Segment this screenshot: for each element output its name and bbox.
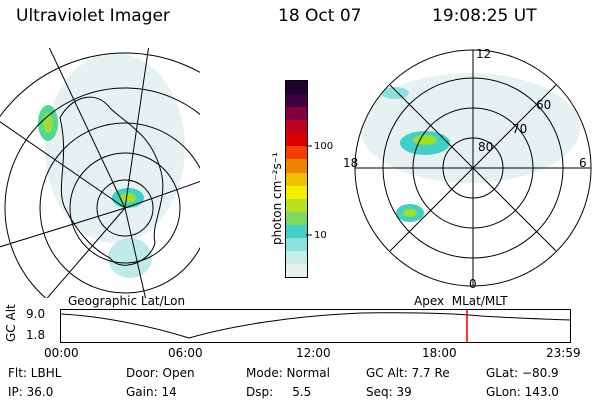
- colorbar-swatch: [286, 198, 307, 212]
- emission-haze-oval: [360, 73, 580, 183]
- gain-info: Gain: 14: [126, 385, 177, 399]
- orbit-ytick-high: 9.0: [26, 307, 46, 321]
- emission-core-night: [403, 209, 417, 217]
- orbit-xtick-0: 00:00: [44, 346, 79, 360]
- orbit-xtick-3: 18:00: [422, 346, 457, 360]
- orbit-ylabel: GC Alt: [4, 304, 18, 342]
- orbit-plot: [60, 309, 571, 343]
- gc-alt-info: GC Alt: 7.7 Re: [366, 366, 450, 380]
- coastline: [59, 96, 164, 266]
- orbit-altitude-curve: [61, 312, 570, 339]
- colorbar-swatch: [286, 146, 307, 160]
- colorbar-swatch: [286, 263, 307, 277]
- seq-info: Seq: 39: [366, 385, 412, 399]
- orbit-ytick-low: 1.8: [26, 328, 46, 342]
- left-panel-caption: Geographic Lat/Lon: [68, 294, 186, 308]
- door-info: Door: Open: [126, 366, 195, 380]
- longitude-lines: [0, 48, 200, 298]
- orbit-xtick-4: 23:59: [546, 346, 581, 360]
- latitude-circles: [0, 52, 200, 298]
- mlat-label-80: 80: [478, 140, 494, 154]
- mlt-lines: [355, 50, 591, 286]
- glat-info: GLat: −80.9: [486, 366, 559, 380]
- date-label: 18 Oct 07: [278, 6, 362, 26]
- colorbar-swatch: [286, 159, 307, 173]
- colorbar-swatch: [286, 237, 307, 251]
- emission-core-dusk: [413, 135, 437, 145]
- colorbar-swatch: [286, 107, 307, 121]
- colorbar-swatch: [286, 211, 307, 225]
- glon-info: GLon: 143.0: [486, 385, 559, 399]
- mlt-label-12: 12: [476, 47, 492, 61]
- instrument-title: Ultraviolet Imager: [16, 6, 170, 26]
- mode-info: Mode: Normal: [246, 366, 330, 380]
- emission-core-pole: [120, 193, 136, 203]
- emission-patch-noon: [381, 87, 409, 99]
- emission-haze: [45, 53, 185, 243]
- mlt-label-6: 6: [579, 156, 587, 170]
- colorbar-swatch: [286, 185, 307, 199]
- colorbar-swatch: [286, 81, 307, 95]
- colorbar-swatch: [286, 250, 307, 264]
- mlt-label-0: 0: [469, 277, 477, 291]
- ip-info: IP: 36.0: [8, 385, 54, 399]
- mlat-label-70: 70: [512, 122, 528, 136]
- mlt-label-18: 18: [343, 156, 359, 170]
- colorbar-tick-100: 100: [314, 141, 334, 152]
- colorbar-tick-10: 10: [314, 230, 327, 241]
- orbit-xtick-1: 06:00: [168, 346, 203, 360]
- colorbar-swatch: [286, 94, 307, 108]
- colorbar-swatch: [286, 224, 307, 238]
- colorbar-label: photon cm⁻²s⁻¹: [270, 152, 284, 245]
- geographic-map: [0, 48, 200, 298]
- emission-patch-south: [108, 238, 152, 278]
- colorbar-swatch: [286, 133, 307, 147]
- colorbar: [285, 80, 308, 278]
- magnetic-polar-plot: [354, 49, 592, 287]
- colorbar-swatch: [286, 120, 307, 134]
- colorbar-swatch: [286, 172, 307, 186]
- filter-info: Flt: LBHL: [8, 366, 62, 380]
- time-label: 19:08:25 UT: [432, 6, 537, 26]
- mlat-label-60: 60: [536, 98, 552, 112]
- colorbar-ticks: [306, 145, 312, 236]
- orbit-xtick-2: 12:00: [296, 346, 331, 360]
- right-panel-caption: Apex MLat/MLT: [414, 294, 508, 308]
- dsp-info: Dsp: 5.5: [246, 385, 312, 399]
